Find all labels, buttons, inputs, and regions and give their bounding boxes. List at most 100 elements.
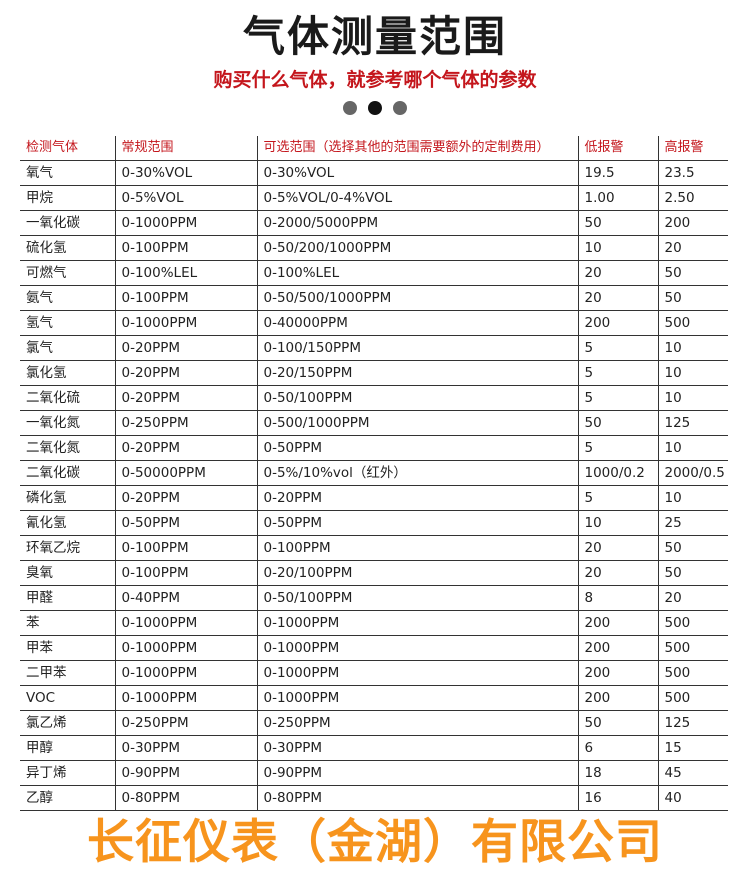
table-cell: 磷化氢 (20, 485, 115, 511)
table-cell: 5 (577, 435, 658, 461)
table-cell: 0-250PPM (256, 710, 578, 736)
table-row: 一氧化氮 0-250PPM 0-500/1000PPM 50 125 (20, 410, 728, 436)
table-cell: 125 (657, 410, 728, 436)
table-cell: 0-1000PPM (114, 610, 257, 636)
table-cell: 500 (657, 610, 728, 636)
table-cell: 0-20PPM (114, 485, 257, 511)
carousel-dot-active[interactable] (368, 101, 382, 115)
table-cell: 0-2000/5000PPM (256, 210, 578, 236)
table-row: 一氧化碳 0-1000PPM 0-2000/5000PPM 50 200 (20, 210, 728, 236)
table-cell: 0-50/200/1000PPM (256, 235, 578, 261)
carousel-dot[interactable] (393, 101, 407, 115)
table-cell: 1.00 (577, 185, 658, 211)
table-cell: 2.50 (657, 185, 728, 211)
table-cell: 0-1000PPM (114, 310, 257, 336)
table-cell: 硫化氢 (20, 235, 115, 261)
table-cell: 200 (577, 610, 658, 636)
table-row: 苯 0-1000PPM 0-1000PPM 200 500 (20, 610, 728, 636)
table-cell: 0-50/500/1000PPM (256, 285, 578, 311)
table-cell: 0-20PPM (114, 335, 257, 361)
table-cell: 0-30PPM (256, 735, 578, 761)
column-header: 低报警 (577, 136, 658, 161)
table-cell: 23.5 (657, 160, 728, 186)
table-cell: 500 (657, 660, 728, 686)
table-cell: 125 (657, 710, 728, 736)
table-cell: 45 (657, 760, 728, 786)
table-cell: 0-20/100PPM (256, 560, 578, 586)
table-cell: 0-20PPM (114, 385, 257, 411)
table-cell: 二氧化硫 (20, 385, 115, 411)
table-cell: 10 (657, 360, 728, 386)
table-cell: 20 (657, 235, 728, 261)
table-row: 二氧化碳 0-50000PPM 0-5%/10%vol（红外） 1000/0.2 200… (20, 460, 728, 486)
table-cell: 0-90PPM (256, 760, 578, 786)
table-cell: 苯 (20, 610, 115, 636)
gas-range-table: 检测气体 常规范围 可选范围（选择其他的范围需要额外的定制费用） 低报警 高报警 氧气 0… (20, 136, 728, 811)
table-cell: 一氧化氮 (20, 410, 115, 436)
table-row: 氯乙烯 0-250PPM 0-250PPM 50 125 (20, 710, 728, 736)
table-cell: 5 (577, 485, 658, 511)
table-cell: 50 (577, 710, 658, 736)
table-cell: 6 (577, 735, 658, 761)
table-row: VOC 0-1000PPM 0-1000PPM 200 500 (20, 685, 728, 711)
column-header: 常规范围 (114, 136, 257, 161)
table-cell: 0-50PPM (256, 435, 578, 461)
table-cell: 50 (577, 410, 658, 436)
table-cell: 0-1000PPM (114, 210, 257, 236)
table-cell: 8 (577, 585, 658, 611)
table-row: 氰化氢 0-50PPM 0-50PPM 10 25 (20, 510, 728, 536)
table-cell: 氨气 (20, 285, 115, 311)
column-header: 检测气体 (20, 136, 115, 161)
table-row: 氯气 0-20PPM 0-100/150PPM 5 10 (20, 335, 728, 361)
table-cell: 0-100PPM (114, 535, 257, 561)
table-cell: 0-40000PPM (256, 310, 578, 336)
table-cell: 5 (577, 385, 658, 411)
carousel-dot[interactable] (343, 101, 357, 115)
table-cell: 0-1000PPM (256, 635, 578, 661)
table-row: 二氧化氮 0-20PPM 0-50PPM 5 10 (20, 435, 728, 461)
table-cell: 500 (657, 685, 728, 711)
table-cell: 0-500/1000PPM (256, 410, 578, 436)
table-cell: 可燃气 (20, 260, 115, 286)
table-cell: 19.5 (577, 160, 658, 186)
table-cell: 甲醛 (20, 585, 115, 611)
table-row: 磷化氢 0-20PPM 0-20PPM 5 10 (20, 485, 728, 511)
table-cell: 16 (577, 785, 658, 811)
table-cell: 10 (657, 485, 728, 511)
table-cell: 臭氧 (20, 560, 115, 586)
table-row: 硫化氢 0-100PPM 0-50/200/1000PPM 10 20 (20, 235, 728, 261)
table-cell: 0-50000PPM (114, 460, 257, 486)
table-row: 可燃气 0-100%LEL 0-100%LEL 20 50 (20, 260, 728, 286)
column-header: 高报警 (657, 136, 728, 161)
table-row: 甲醛 0-40PPM 0-50/100PPM 8 20 (20, 585, 728, 611)
table-cell: 200 (577, 685, 658, 711)
table-cell: 200 (657, 210, 728, 236)
table-cell: 50 (657, 285, 728, 311)
table-cell: 0-1000PPM (114, 685, 257, 711)
table-cell: 0-100PPM (114, 560, 257, 586)
table-cell: 甲烷 (20, 185, 115, 211)
table-cell: 0-20/150PPM (256, 360, 578, 386)
table-cell: 15 (657, 735, 728, 761)
table-cell: 一氧化碳 (20, 210, 115, 236)
table-row: 甲醇 0-30PPM 0-30PPM 6 15 (20, 735, 728, 761)
table-cell: 500 (657, 635, 728, 661)
table-cell: 氧气 (20, 160, 115, 186)
table-cell: 0-5%VOL (114, 185, 257, 211)
table-cell: 二氧化氮 (20, 435, 115, 461)
table-cell: 0-1000PPM (256, 660, 578, 686)
table-cell: 氰化氢 (20, 510, 115, 536)
table-cell: 0-100PPM (114, 285, 257, 311)
column-header: 可选范围（选择其他的范围需要额外的定制费用） (256, 136, 578, 161)
table-row: 臭氧 0-100PPM 0-20/100PPM 20 50 (20, 560, 728, 586)
table-cell: 0-20PPM (256, 485, 578, 511)
table-row: 环氧乙烷 0-100PPM 0-100PPM 20 50 (20, 535, 728, 561)
page-title: 气体测量范围 (242, 12, 507, 61)
table-row: 甲烷 0-5%VOL 0-5%VOL/0-4%VOL 1.00 2.50 (20, 185, 728, 211)
table-cell: 氯乙烯 (20, 710, 115, 736)
table-cell: 0-20PPM (114, 435, 257, 461)
table-cell: 0-50/100PPM (256, 585, 578, 611)
table-cell: 20 (657, 585, 728, 611)
table-cell: 0-5%VOL/0-4%VOL (256, 185, 578, 211)
table-cell: 环氧乙烷 (20, 535, 115, 561)
